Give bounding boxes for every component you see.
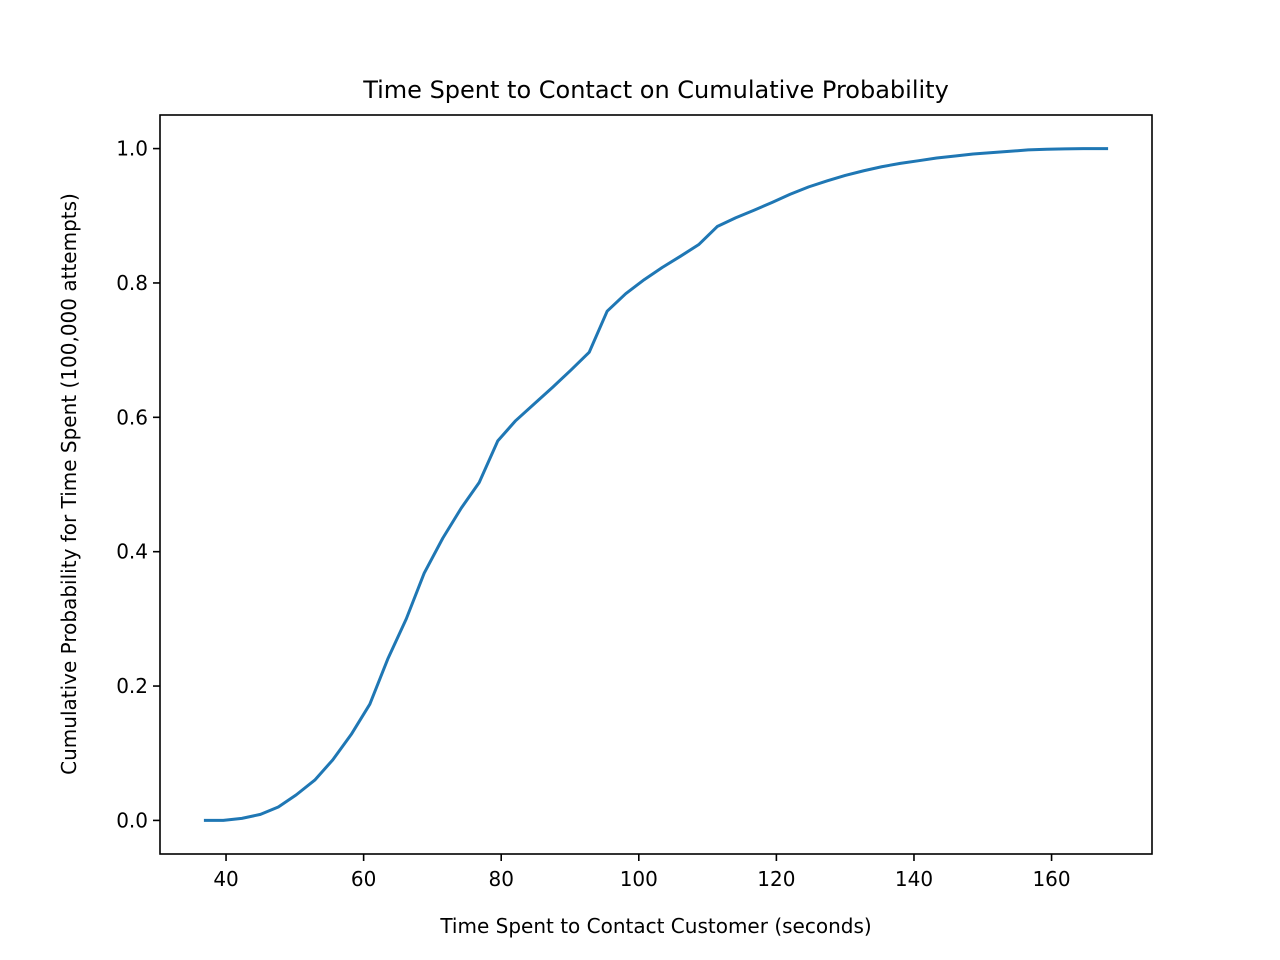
axes-frame xyxy=(159,114,1153,855)
x-tick-label: 160 xyxy=(1032,867,1070,891)
y-axis: 0.0 0.2 0.4 0.6 0.8 1.0 xyxy=(116,137,160,832)
plot-area xyxy=(203,147,1109,822)
series-line-0 xyxy=(203,147,1109,822)
x-tick-label: 60 xyxy=(351,867,376,891)
x-tick-label: 80 xyxy=(488,867,513,891)
x-tick-label: 100 xyxy=(620,867,658,891)
y-tick-label: 0.2 xyxy=(116,674,148,698)
y-axis-label: Cumulative Probability for Time Spent (1… xyxy=(57,193,81,775)
x-axis: 40 60 80 100 120 140 160 xyxy=(213,854,1071,891)
y-tick-label: 1.0 xyxy=(116,137,148,161)
x-tick-label: 120 xyxy=(757,867,795,891)
x-tick-label: 140 xyxy=(895,867,933,891)
y-tick-label: 0.0 xyxy=(116,808,148,832)
y-tick-label: 0.8 xyxy=(116,271,148,295)
y-tick-label: 0.6 xyxy=(116,405,148,429)
x-axis-label: Time Spent to Contact Customer (seconds) xyxy=(439,914,871,938)
x-tick-label: 40 xyxy=(213,867,238,891)
chart-title: Time Spent to Contact on Cumulative Prob… xyxy=(362,76,949,104)
y-tick-label: 0.4 xyxy=(116,540,148,564)
